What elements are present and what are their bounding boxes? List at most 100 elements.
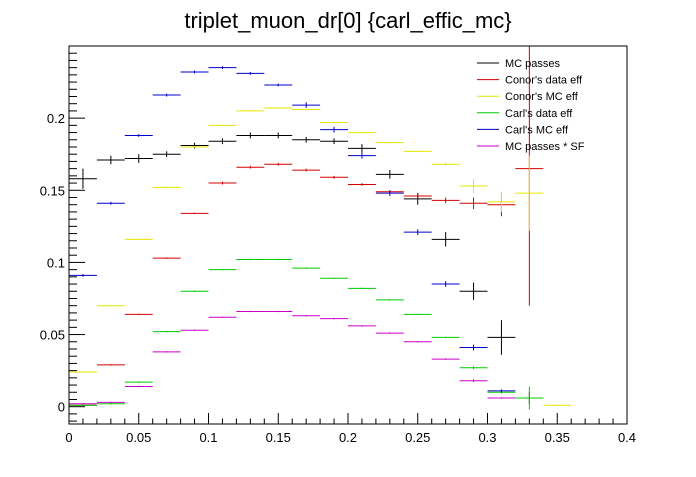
data-point — [208, 138, 237, 145]
data-point — [403, 150, 432, 153]
data-point — [264, 83, 293, 87]
data-point — [431, 162, 460, 166]
data-point — [292, 315, 321, 317]
data-point — [208, 124, 237, 127]
data-point — [264, 258, 293, 261]
data-point — [543, 404, 572, 406]
data-point — [348, 144, 376, 153]
data-point — [292, 267, 321, 269]
chart-title: triplet_muon_dr[0] {carl_effic_mc} — [184, 8, 511, 33]
data-point — [348, 183, 376, 186]
x-tick-label: 0.35 — [545, 430, 570, 445]
series-5 — [69, 310, 516, 405]
data-point — [431, 358, 460, 360]
data-point — [180, 70, 209, 74]
y-tick-label: 0.05 — [40, 328, 65, 343]
data-point — [375, 141, 404, 144]
legend-label: Conor's data eff — [505, 75, 583, 87]
data-point — [96, 401, 125, 404]
data-point — [487, 389, 516, 393]
data-point — [320, 126, 348, 133]
data-point — [264, 107, 293, 109]
y-tick-label: 0 — [58, 400, 65, 415]
legend-label: Conor's MC eff — [505, 91, 579, 103]
data-point — [69, 403, 97, 405]
series-2 — [69, 107, 572, 406]
data-point — [69, 371, 97, 373]
data-point — [348, 287, 376, 290]
data-point — [152, 351, 181, 353]
data-point — [459, 379, 488, 383]
y-tick-label: 0.1 — [47, 255, 65, 270]
data-point — [124, 385, 153, 388]
data-point — [152, 257, 181, 259]
data-point — [264, 310, 293, 313]
data-point — [124, 313, 153, 316]
data-point — [96, 403, 125, 405]
data-point — [515, 155, 544, 231]
data-point — [320, 138, 348, 145]
data-point — [69, 273, 97, 277]
data-point — [180, 329, 209, 331]
series-1 — [69, 46, 544, 406]
data-point — [152, 186, 181, 189]
data-point — [320, 317, 348, 320]
series-4 — [69, 66, 516, 393]
legend-label: Carl's MC eff — [505, 124, 569, 136]
data-point — [459, 344, 488, 351]
x-tick-label: 0.05 — [126, 430, 151, 445]
data-point — [152, 93, 181, 97]
y-tick-label: 0.15 — [40, 183, 65, 198]
data-point — [180, 290, 209, 292]
data-point — [487, 397, 516, 399]
legend-label: MC passes — [505, 58, 561, 70]
data-point — [459, 178, 488, 194]
legend-label: MC passes * SF — [505, 141, 585, 153]
x-tick-label: 0.1 — [199, 430, 217, 445]
data-point — [236, 258, 265, 261]
data-point — [459, 197, 488, 210]
data-point — [152, 330, 181, 333]
x-tick-label: 0.25 — [405, 430, 430, 445]
data-point — [124, 381, 153, 383]
data-point — [459, 366, 488, 370]
data-point — [69, 168, 97, 189]
data-point — [431, 281, 460, 287]
data-point — [208, 66, 237, 70]
data-point — [208, 181, 237, 185]
data-point — [264, 162, 293, 166]
data-point — [264, 132, 293, 139]
legend: MC passes Conor's data eff Conor's MC eff C… — [477, 58, 585, 153]
data-point — [96, 155, 125, 165]
data-point — [403, 193, 432, 199]
data-point — [236, 71, 265, 75]
data-point — [208, 316, 237, 318]
data-point — [124, 134, 153, 137]
data-point — [375, 170, 404, 179]
data-point — [96, 364, 125, 366]
data-point — [431, 197, 460, 204]
data-point — [292, 108, 321, 111]
data-point — [348, 131, 376, 134]
data-point — [459, 282, 488, 300]
x-tick-label: 0 — [65, 430, 72, 445]
data-point — [348, 325, 376, 327]
data-point — [292, 102, 321, 109]
x-tick-label: 0.2 — [339, 430, 357, 445]
data-point — [180, 212, 209, 215]
y-tick-label: 0.2 — [47, 111, 65, 126]
data-point — [403, 229, 432, 235]
data-point — [487, 320, 516, 355]
data-point — [96, 304, 125, 307]
data-point — [124, 154, 153, 163]
data-point — [431, 232, 460, 247]
data-marks — [69, 46, 572, 410]
data-point — [236, 310, 265, 313]
data-point — [124, 238, 153, 241]
data-point — [292, 168, 321, 172]
data-point — [208, 268, 237, 271]
x-tick-label: 0.4 — [618, 430, 636, 445]
series-3 — [69, 258, 544, 410]
